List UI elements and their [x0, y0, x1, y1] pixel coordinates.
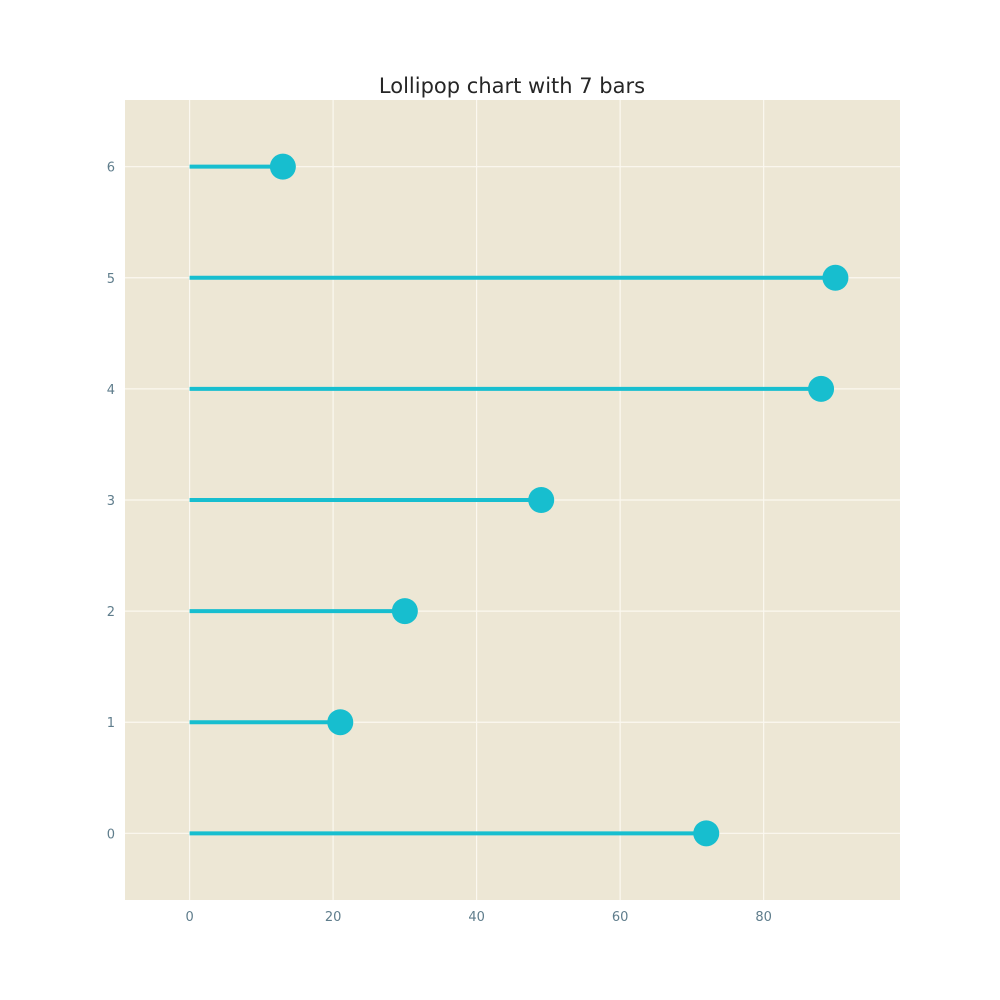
chart-title: Lollipop chart with 7 bars [379, 74, 645, 98]
lollipop-markers [269, 153, 849, 847]
lollipop-marker [327, 709, 354, 736]
x-tick-label: 20 [325, 910, 342, 925]
lollipop-marker [822, 264, 849, 291]
y-tick-label: 4 [107, 383, 115, 398]
lollipop-marker [528, 487, 555, 513]
y-tick-label: 2 [107, 605, 115, 620]
x-axis-ticks: 0 20 40 60 80 [185, 910, 771, 925]
y-axis-ticks: 0 1 2 3 4 5 6 [107, 161, 115, 843]
lollipop-marker [693, 820, 720, 847]
y-tick-label: 5 [107, 272, 115, 287]
x-tick-label: 80 [755, 910, 772, 925]
lollipop-stems [189, 164, 836, 836]
y-tick-label: 3 [107, 494, 115, 509]
lollipop-marker [269, 153, 296, 180]
x-tick-label: 0 [185, 910, 193, 925]
x-tick-label: 40 [468, 910, 485, 925]
lollipop-marker [808, 375, 835, 402]
y-tick-label: 6 [107, 161, 115, 176]
y-tick-label: 0 [107, 827, 115, 842]
y-tick-label: 1 [107, 716, 115, 731]
x-tick-label: 60 [612, 910, 629, 925]
lollipop-marker [391, 598, 418, 625]
